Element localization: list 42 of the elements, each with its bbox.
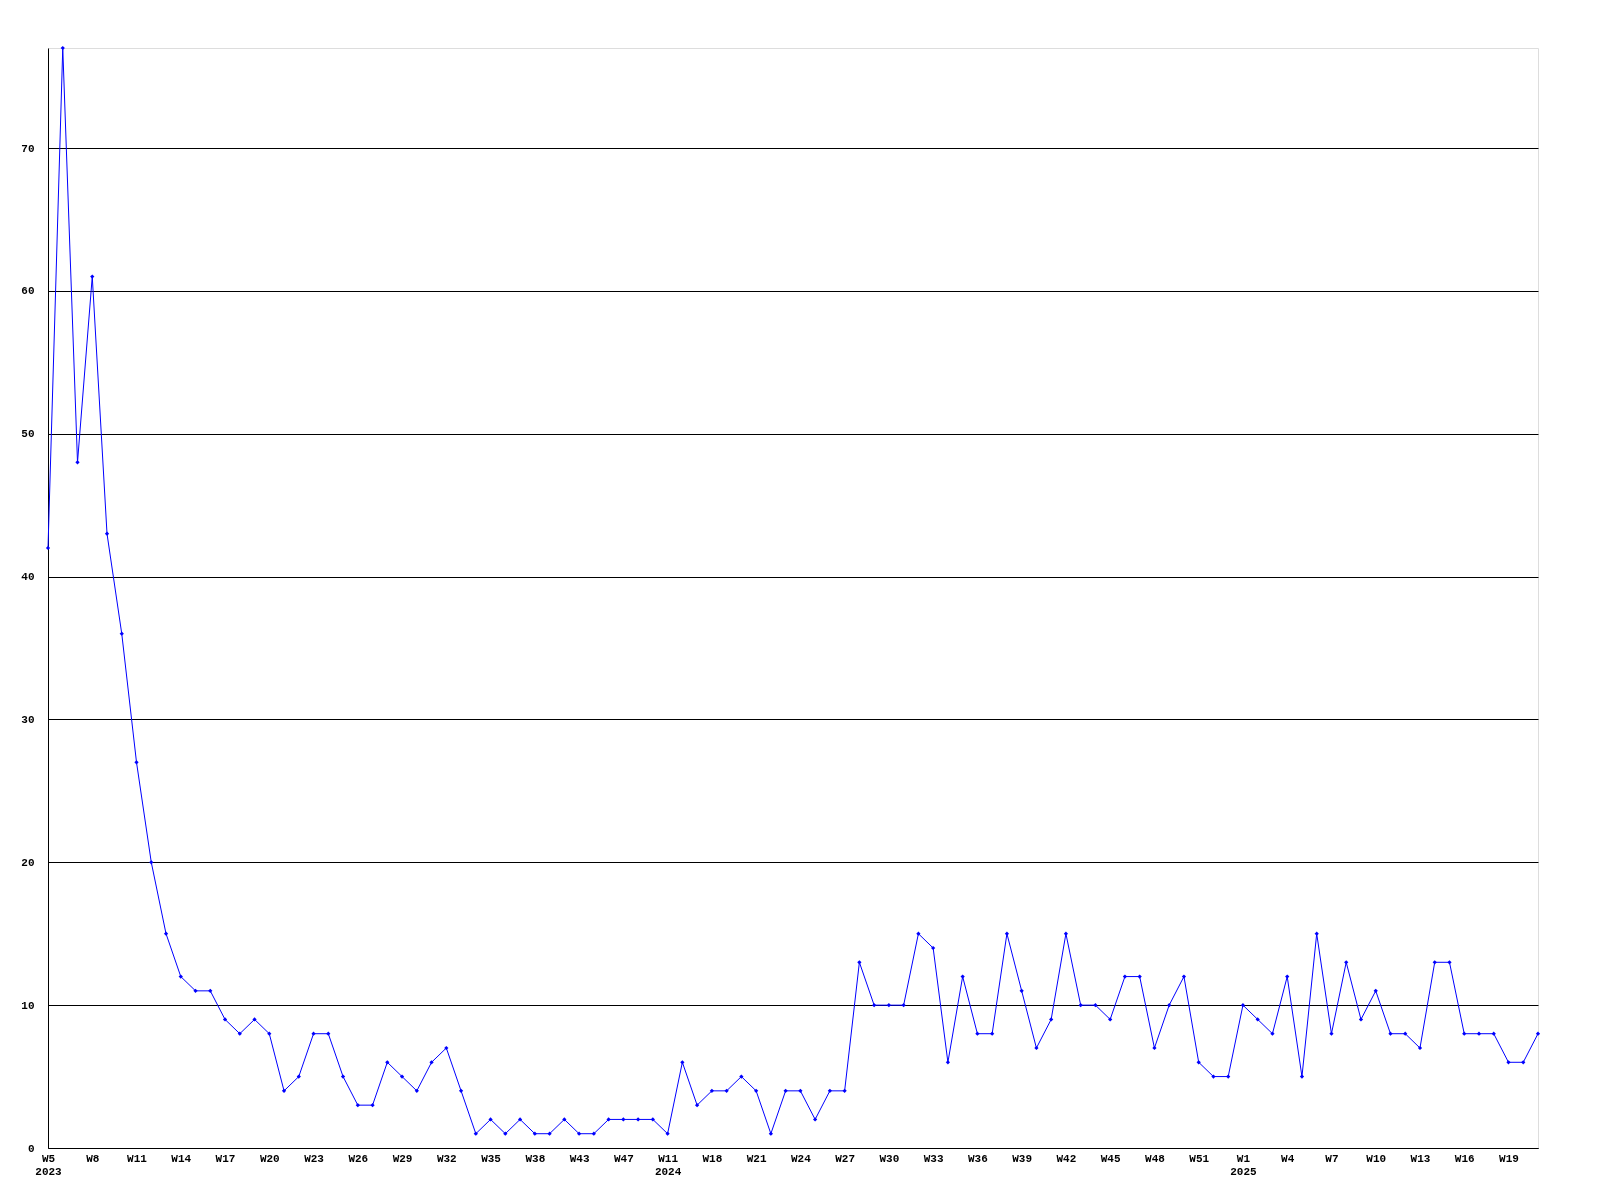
x-tick-label: W38 [525,1152,546,1165]
x-tick-label: W47 [613,1152,634,1165]
x-tick-label: W24 [790,1152,812,1165]
x-tick-label: W23 [304,1152,325,1165]
x-tick-label: W45 [1100,1152,1121,1165]
x-tick-label: W18 [702,1152,723,1165]
y-tick-label: 30 [21,713,35,726]
x-tick-label: W19 [1499,1152,1519,1165]
y-tick-label: 10 [21,999,35,1012]
x-tick-label: W39 [1012,1152,1033,1165]
x-tick-label: W13 [1410,1152,1431,1165]
y-tick-label: 50 [21,428,35,441]
x-tick-label: W5 2023 [35,1152,63,1178]
x-tick-label: W20 [259,1152,280,1165]
x-tick-label: W35 [481,1152,502,1165]
x-tick-label: W30 [879,1152,900,1165]
y-tick-label: 20 [21,856,35,869]
x-tick-label: W36 [968,1152,988,1165]
x-tick-label: W33 [923,1152,944,1165]
x-tick-label: W48 [1145,1152,1166,1165]
y-tick-label: 40 [21,571,35,584]
x-tick-label: W51 [1189,1152,1210,1165]
x-tick-label: W17 [215,1152,236,1165]
x-tick-label: W42 [1056,1152,1077,1165]
x-tick-label: W11 2024 [654,1152,682,1178]
y-tick-label: 0 [27,1142,35,1155]
x-tick-label: W21 [746,1152,767,1165]
x-tick-label: W14 [171,1152,192,1165]
x-tick-label: W11 [127,1152,148,1165]
x-tick-label: W27 [835,1152,856,1165]
x-tick-label: W29 [392,1152,413,1165]
x-tick-label: W1 2025 [1230,1152,1258,1178]
y-tick-label: 70 [21,142,35,155]
x-tick-label: W7 [1325,1152,1339,1165]
x-tick-label: W26 [348,1152,369,1165]
x-tick-label: W16 [1454,1152,1475,1165]
y-tick-label: 60 [21,285,35,298]
x-tick-label: W10 [1366,1152,1387,1165]
x-tick-label: W4 [1281,1152,1295,1165]
x-tick-label: W43 [569,1152,590,1165]
x-tick-label: W8 [86,1152,100,1165]
x-tick-label: W32 [436,1152,457,1165]
